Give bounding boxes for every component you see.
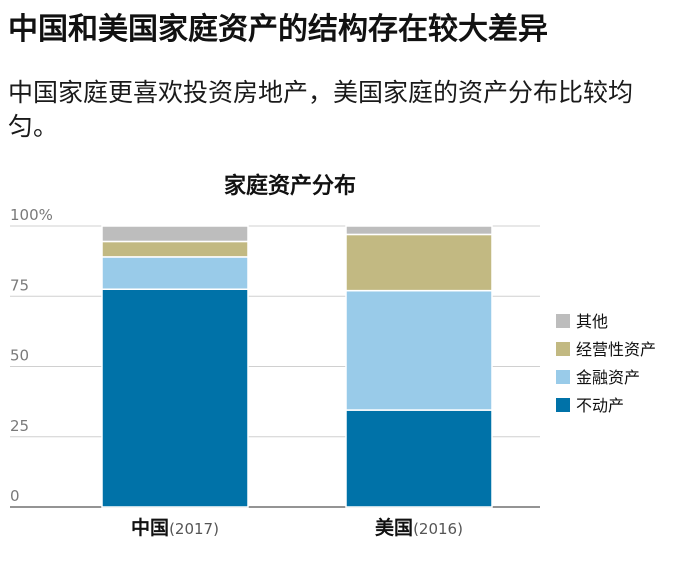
y-tick-label: 50 — [10, 347, 29, 365]
chart-title: 家庭资产分布 — [224, 173, 356, 199]
bar-segment — [345, 289, 493, 411]
y-tick-label: 75 — [10, 276, 29, 294]
category-name: 中国 — [131, 516, 169, 539]
y-tick-label: 100% — [10, 206, 53, 224]
legend-swatch — [556, 370, 570, 384]
subheadline: 中国家庭更喜欢投资房地产，美国家庭的资产分布比较均匀。 — [8, 78, 634, 141]
y-tick-label: 0 — [10, 487, 20, 505]
legend-swatch — [556, 342, 570, 356]
headline: 中国和美国家庭资产的结构存在较大差异 — [8, 12, 548, 47]
legend-label: 经营性资产 — [576, 340, 656, 359]
x-category-label: 美国(2016) — [375, 516, 463, 539]
category-name: 美国 — [375, 516, 413, 539]
legend-swatch — [556, 398, 570, 412]
legend-label: 不动产 — [576, 396, 624, 415]
bar-segment — [345, 225, 493, 236]
legend-label: 其他 — [576, 312, 608, 331]
bar-layer — [101, 225, 493, 508]
category-year: (2017) — [169, 520, 219, 538]
category-year: (2016) — [413, 520, 463, 538]
bar-segment — [101, 225, 249, 243]
y-tick-label: 25 — [10, 417, 29, 435]
bar-segment — [101, 288, 249, 508]
legend-label: 金融资产 — [576, 368, 640, 387]
legend-swatch — [556, 314, 570, 328]
bar-segment — [345, 409, 493, 508]
x-category-label: 中国(2017) — [131, 516, 219, 539]
bar-segment — [345, 233, 493, 292]
bar-segment — [101, 256, 249, 290]
bar-segment — [101, 240, 249, 258]
